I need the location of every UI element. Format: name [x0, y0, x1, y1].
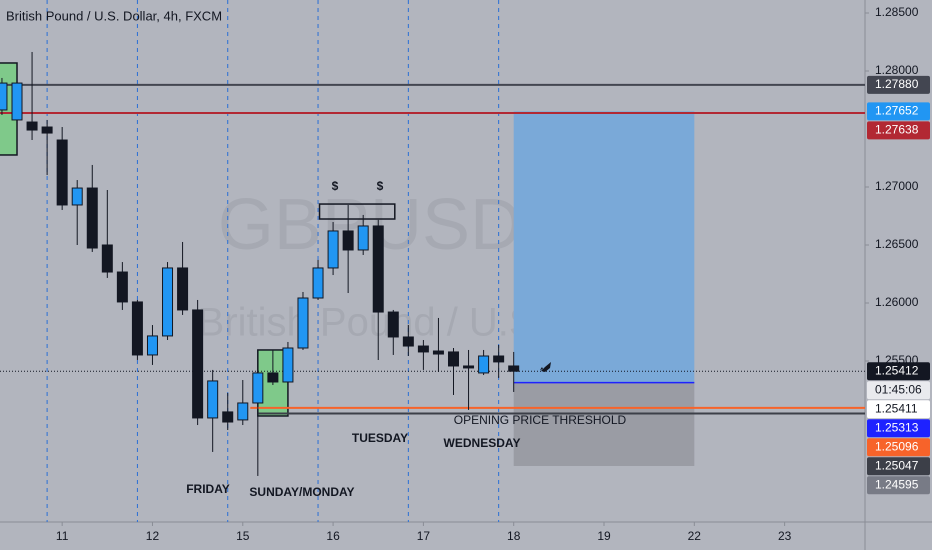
candle-body — [417, 345, 429, 353]
target-zone — [513, 111, 695, 383]
annotation: SUNDAY/MONDAY — [249, 485, 354, 499]
annotation: $ — [377, 179, 384, 193]
price-badge — [867, 400, 930, 419]
candle-body — [56, 139, 68, 206]
rocket-icon — [540, 362, 551, 372]
plot: GBPUSD, 4h British Pound / U.S. Dollar $… — [0, 0, 865, 522]
annotation: FRIDAY — [186, 482, 230, 496]
candle-body — [222, 411, 234, 423]
candle-body — [162, 267, 174, 337]
candle-body — [26, 121, 38, 131]
candle-body — [146, 335, 158, 356]
candle-body — [116, 271, 128, 303]
candle-body — [372, 225, 384, 313]
price-badge-label: 1.25096 — [875, 439, 919, 453]
x-tick-label: 19 — [597, 529, 611, 543]
price-badge — [867, 438, 930, 457]
countdown-label: 01:45:06 — [875, 382, 922, 396]
annotation: $ — [332, 179, 339, 193]
candle-body — [432, 350, 444, 355]
candle-body — [71, 187, 83, 206]
x-tick-label: 23 — [778, 529, 792, 543]
y-tick-label: 1.26500 — [875, 237, 919, 251]
y-tick-label: 1.28500 — [875, 5, 919, 19]
candle-body — [192, 309, 204, 419]
x-tick-label: 16 — [326, 529, 340, 543]
annotation: OPENING PRICE THRESHOLD — [454, 413, 627, 427]
candle-body — [237, 402, 249, 421]
candle-body — [387, 311, 399, 338]
x-tick-label: 17 — [417, 529, 431, 543]
candle-body — [342, 230, 354, 251]
price-badge-label: 1.25412 — [875, 363, 919, 377]
chart-title: British Pound / U.S. Dollar, 4h, FXCM — [6, 8, 222, 23]
price-badge — [867, 457, 930, 476]
price-badge — [867, 75, 930, 94]
annotation: WEDNESDAY — [444, 436, 521, 450]
y-tick-label: 1.27000 — [875, 179, 919, 193]
candle-body — [447, 351, 459, 367]
price-badge — [867, 476, 930, 495]
price-badge-label: 1.27652 — [875, 104, 919, 118]
x-tick-label: 11 — [56, 529, 69, 543]
candle-body — [327, 230, 339, 269]
price-badge-label: 1.24595 — [875, 477, 919, 491]
candle-body — [177, 267, 189, 311]
candle-body — [312, 267, 324, 299]
candle-body — [297, 297, 309, 349]
candle-body — [493, 355, 505, 363]
price-badge — [867, 362, 930, 381]
drawn-box — [318, 203, 396, 220]
price-badge-label: 1.25047 — [875, 458, 919, 472]
candle-body — [463, 365, 475, 369]
candle-body — [11, 82, 23, 121]
x-tick-label: 15 — [236, 529, 250, 543]
price-badge — [867, 419, 930, 438]
candle-body — [508, 365, 520, 372]
candle-body — [282, 347, 294, 383]
candle-body — [207, 380, 219, 419]
candle-body — [402, 336, 414, 347]
stop-zone — [513, 382, 695, 466]
candle-body — [101, 244, 113, 273]
countdown-badge — [867, 381, 930, 400]
price-badge-label: 1.27638 — [875, 123, 919, 137]
candle-body — [267, 372, 279, 383]
price-badge — [867, 102, 930, 121]
x-tick-label: 22 — [688, 529, 702, 543]
candle-body — [478, 355, 490, 374]
candle-body — [131, 301, 143, 356]
x-tick-label: 12 — [146, 529, 160, 543]
price-badge-label: 1.25313 — [875, 420, 919, 434]
y-tick-label: 1.26000 — [875, 295, 919, 309]
y-tick-label: 1.28000 — [875, 63, 919, 77]
price-badge-label: 1.25411 — [875, 401, 918, 415]
price-badge-label: 1.27880 — [875, 77, 919, 91]
candle-body — [357, 225, 369, 251]
annotation: TUESDAY — [352, 431, 408, 445]
price-badge — [867, 121, 930, 140]
candle-body — [41, 126, 53, 134]
x-tick-label: 18 — [507, 529, 521, 543]
candle-body — [252, 372, 264, 404]
candle-body — [86, 187, 98, 249]
candle-body — [0, 82, 8, 111]
